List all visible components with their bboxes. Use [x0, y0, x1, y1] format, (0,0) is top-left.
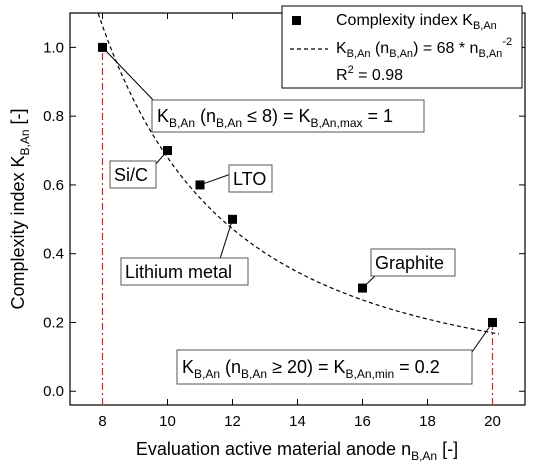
annotation-max: KB,An (nB,An ≤ 8) = KB,An,max = 1: [151, 99, 425, 133]
data-point: [358, 283, 367, 293]
x-axis-title: Evaluation active material anode nB,An […: [136, 439, 458, 463]
label-graphite: Graphite: [375, 253, 444, 273]
annotation-min: KB,An (nB,An ≥ 20) = KB,An,min = 0.2: [176, 349, 473, 385]
x-tick-label: 14: [289, 413, 306, 430]
callout-leader: [218, 219, 233, 263]
annotation-min-box: [176, 349, 473, 385]
x-tick-label: 10: [159, 413, 176, 430]
y-tick-label: 0.2: [43, 314, 64, 331]
annotation-min-text: KB,An (nB,An ≥ 20) = KB,An,min = 0.2: [182, 357, 440, 381]
data-point: [163, 146, 172, 156]
annotation-max-box: [151, 99, 425, 133]
x-tick-label: 16: [354, 413, 371, 430]
label-box-lto: [228, 164, 273, 193]
legend-r2-label: R2 = 0.98: [336, 64, 403, 84]
data-points: [98, 42, 497, 327]
label-lto: LTO: [233, 169, 266, 189]
legend-series-marker: [292, 16, 301, 25]
label-box-graphite: [370, 248, 456, 277]
data-point: [195, 180, 205, 190]
legend: Complexity index KB,An KB,An (nB,An) = 6…: [281, 5, 523, 89]
label-box-sic: [109, 160, 157, 189]
y-axis-title: Complexity index KB,An [-]: [8, 108, 32, 309]
callout-leader: [102, 47, 157, 104]
fit-curve: [97, 13, 500, 335]
legend-series-label: Complexity index KB,An: [336, 12, 497, 32]
legend-fit-label: KB,An (nB,An) = 68 * nB,An-2: [336, 36, 512, 60]
label-sic: Si/C: [114, 165, 148, 185]
y-tick-label: 1.0: [43, 39, 64, 56]
data-point: [488, 317, 497, 327]
callout-leaders: [102, 47, 493, 356]
x-tick-label: 12: [224, 413, 241, 430]
data-point: [228, 214, 237, 224]
boundary-lines: [101, 47, 494, 405]
annotation-max-text: KB,An (nB,An ≤ 8) = KB,An,max = 1: [157, 106, 393, 130]
x-tick-label: 8: [98, 413, 106, 430]
callout-leader: [469, 322, 493, 356]
point-labels: Si/C LTO Lithium metal Graphite: [109, 160, 456, 286]
y-tick-label: 0.0: [43, 383, 64, 400]
label-lithium-metal: Lithium metal: [125, 262, 232, 282]
label-box-lithium-metal: [120, 257, 249, 286]
legend-box: [281, 5, 523, 89]
y-tick-label: 0.4: [43, 246, 64, 263]
y-tick-label: 0.8: [43, 108, 64, 125]
data-point: [98, 42, 107, 52]
y-tick-label: 0.6: [43, 177, 64, 194]
callout-leader: [199, 173, 232, 186]
x-tick-label: 20: [484, 413, 501, 430]
x-tick-label: 18: [419, 413, 436, 430]
